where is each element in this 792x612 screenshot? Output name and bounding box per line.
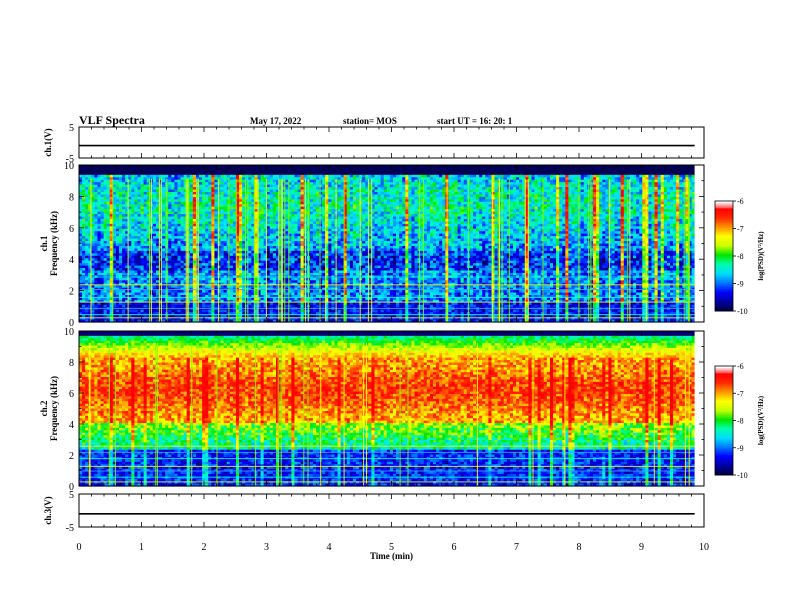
ch1-spectrogram-ytick-1: 2 [69, 287, 74, 298]
ch1-colorbar-tick-0: -6 [737, 197, 744, 206]
xtick-label-7: 7 [514, 542, 519, 553]
ch3-waveform-ylabel: ch.3(V) [43, 496, 53, 524]
x-axis-label: Time (min) [370, 551, 413, 561]
ch1-waveform-ytick-0: 5 [69, 123, 74, 134]
ch1-spectrogram-ytick-5: 10 [64, 161, 74, 172]
ch2-colorbar-tick-4: -10 [737, 471, 748, 480]
ch1-spectrogram-ylabel-channel: ch.1 [39, 235, 49, 251]
xtick-label-10: 10 [699, 542, 709, 553]
ch2-spectrogram-ytick-3: 6 [69, 389, 74, 400]
ch2-spectrogram-ytick-5: 10 [64, 327, 74, 338]
ch2-spectrogram-image [79, 331, 704, 487]
xtick-label-4: 4 [327, 542, 332, 553]
ch1-spectrogram-ytick-4: 8 [69, 192, 74, 203]
xtick-label-1: 1 [139, 542, 144, 553]
ch1-spectrogram-image [79, 165, 704, 323]
ch3-waveform-ytick-0: 5 [69, 490, 74, 501]
ch1-waveform-ylabel: ch.1(V) [43, 128, 53, 156]
xtick-label-2: 2 [202, 542, 207, 553]
ch1-spectrogram-ytick-2: 4 [69, 255, 74, 266]
ch3-waveform-ytick-1: -5 [66, 523, 74, 534]
ch1-colorbar: -6 -7 -8 -9 -10 log(PSD)(V²/Hz) [715, 197, 765, 316]
xtick-label-8: 8 [577, 542, 582, 553]
xtick-label-3: 3 [264, 542, 269, 553]
ch2-spectrogram-ytick-2: 4 [69, 420, 74, 431]
ch2-spectrogram-ytick-4: 8 [69, 358, 74, 369]
ch2-spectrogram-ylabel-channel: ch.2 [39, 400, 49, 416]
xtick-label-6: 6 [452, 542, 457, 553]
ch2-colorbar-tick-3: -9 [737, 444, 744, 453]
ch2-colorbar: -6 -7 -8 -9 -10 log(PSD)(V²/Hz) [715, 362, 765, 480]
xtick-label-9: 9 [639, 542, 644, 553]
ch1-colorbar-tick-3: -9 [737, 280, 744, 289]
ch1-colorbar-tick-1: -7 [737, 225, 744, 234]
xtick-label-0: 0 [77, 542, 82, 553]
ch1-spectrogram-ytick-3: 6 [69, 224, 74, 235]
ch2-colorbar-tick-2: -8 [737, 417, 744, 426]
ch1-colorbar-tick-4: -10 [737, 307, 748, 316]
ch2-colorbar-label: log(PSD)(V²/Hz) [757, 395, 765, 445]
ch2-colorbar-tick-0: -6 [737, 362, 744, 371]
ch1-colorbar-label: log(PSD)(V²/Hz) [757, 231, 765, 281]
ch1-spectrogram-ylabel-frequency: Frequency (kHz) [49, 211, 59, 276]
ch2-spectrogram-ylabel-frequency: Frequency (kHz) [49, 376, 59, 441]
ch2-spectrogram-ytick-1: 2 [69, 451, 74, 462]
ch2-colorbar-tick-1: -7 [737, 389, 744, 398]
ch1-colorbar-tick-2: -8 [737, 252, 744, 261]
